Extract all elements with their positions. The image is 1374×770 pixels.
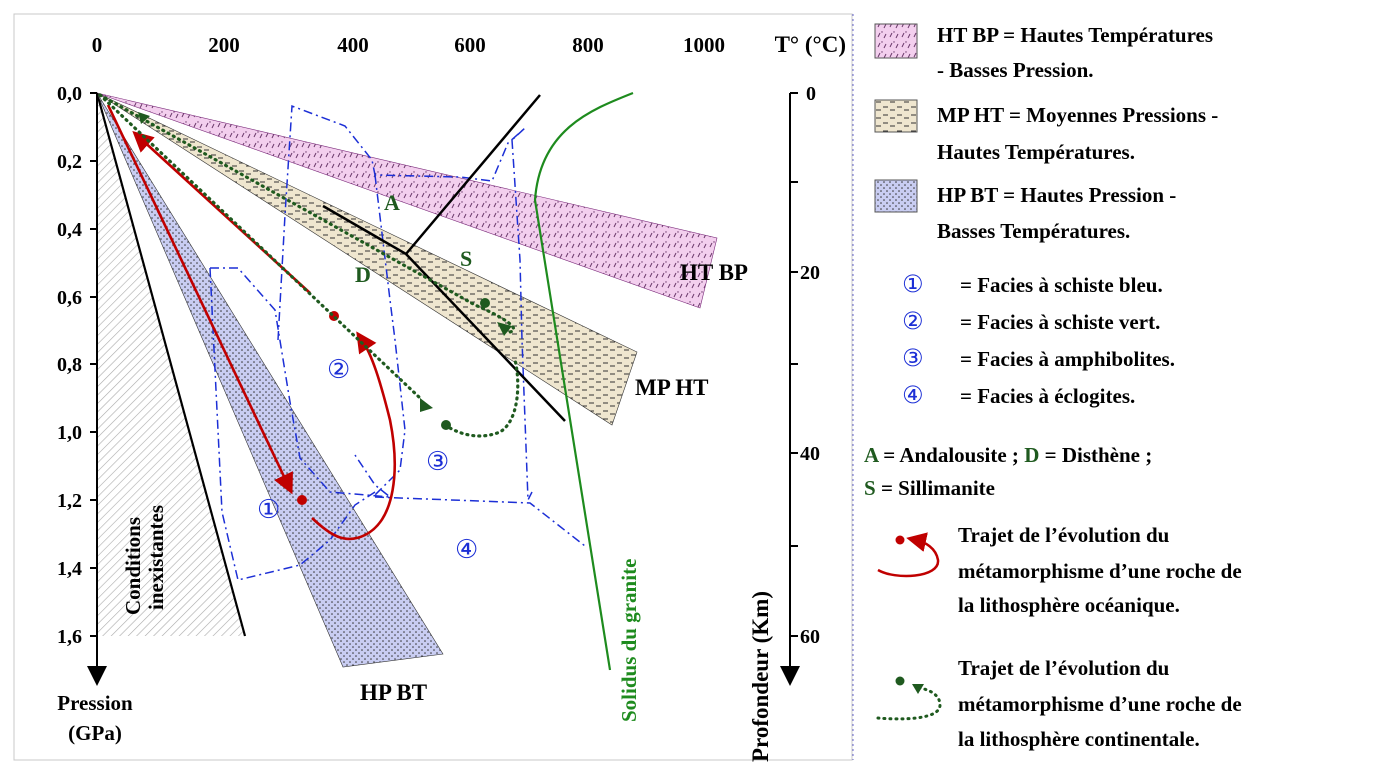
depth-tick: 0 xyxy=(806,83,816,105)
legend-ht-bp-line2: - Basses Pression. xyxy=(937,58,1094,82)
ht-bp-band xyxy=(96,92,718,309)
temperature-tick: 0 xyxy=(92,33,103,57)
legend-minerals-line2: S = Sillimanite xyxy=(864,476,995,500)
legend-oceanic-symbol xyxy=(877,532,940,578)
legend-continental-line2: métamorphisme d’une roche de xyxy=(958,692,1242,716)
depth-tick: 40 xyxy=(800,443,820,465)
facies-4-mark: ④ xyxy=(455,535,478,565)
temperature-tick: 1000 xyxy=(683,33,725,57)
legend-mineral-a-text: = Andalousite ; xyxy=(878,443,1024,467)
pressure-tick: 1,0 xyxy=(57,422,82,444)
no-conditions-boundary xyxy=(95,92,247,637)
mp-ht-label: MP HT xyxy=(635,375,708,400)
legend-facies-2-mark: ② xyxy=(902,307,924,335)
pressure-label-line2: (GPa) xyxy=(68,721,122,745)
temperature-tick: 600 xyxy=(454,33,486,57)
facies-boundaries xyxy=(209,104,586,581)
legend-mp-ht-line1: MP HT = Moyennes Pressions - xyxy=(937,103,1218,127)
legend-mineral-a-letter: A xyxy=(864,443,880,467)
continental-arrowhead-2 xyxy=(497,322,512,336)
aluminosilicate-lines xyxy=(322,94,566,422)
depth-label: Profondeur (Km) xyxy=(748,591,773,762)
pressure-tick: 0,0 xyxy=(57,83,82,105)
facies-2-mark: ② xyxy=(327,355,350,385)
pressure-tick: 0,8 xyxy=(57,354,82,376)
legend-hp-bt-line1: HP BT = Hautes Pression - xyxy=(937,183,1176,207)
pressure-tick: 1,6 xyxy=(57,626,82,648)
disthene-letter: D xyxy=(355,262,371,287)
legend-mp-ht-line2: Hautes Températures. xyxy=(937,140,1135,164)
legend: HT BP = Hautes Températures - Basses Pre… xyxy=(864,23,1242,751)
pressure-tick: 1,2 xyxy=(57,490,82,512)
continental-arrowhead-3 xyxy=(420,398,433,412)
legend-oceanic-line3: la lithosphère océanique. xyxy=(958,593,1180,617)
conditions-label-line2: inexistantes xyxy=(144,505,168,610)
temperature-unit: T° (°C) xyxy=(775,32,846,57)
legend-continental-symbol xyxy=(876,676,942,721)
pressure-tick: 1,4 xyxy=(57,558,82,580)
continental-arrowhead-1 xyxy=(138,112,150,124)
pressure-tick: 0,2 xyxy=(57,151,82,173)
legend-oceanic-line2: métamorphisme d’une roche de xyxy=(958,559,1242,583)
solidus-curve xyxy=(533,91,634,671)
conditions-label-line1: Conditions xyxy=(121,517,145,615)
legend-mineral-s-letter: S xyxy=(864,476,876,500)
oceanic-end-dot xyxy=(297,495,307,505)
legend-facies-3-mark: ③ xyxy=(902,344,924,372)
temperature-tick: 200 xyxy=(208,33,240,57)
legend-facies-2-text: = Facies à schiste vert. xyxy=(960,310,1160,334)
legend-minerals-line1: A = Andalousite ; D = Disthène ; xyxy=(864,443,1152,467)
legend-continental-line1: Trajet de l’évolution du xyxy=(958,656,1170,680)
legend-mineral-s-text: = Sillimanite xyxy=(876,476,995,500)
temperature-axis: 0 200 400 600 800 1000 T° (°C) xyxy=(92,32,846,57)
sillimanite-letter: S xyxy=(460,246,472,271)
continental-dot-1 xyxy=(480,298,490,308)
legend-facies-4-text: = Facies à éclogites. xyxy=(960,384,1135,408)
pressure-label-line1: Pression xyxy=(57,691,133,715)
temperature-tick: 400 xyxy=(337,33,369,57)
legend-swatch-mp-ht xyxy=(874,99,918,133)
oceanic-path xyxy=(106,104,396,541)
legend-swatch-hp-bt xyxy=(874,179,918,213)
andalousite-letter: A xyxy=(384,190,400,215)
legend-mineral-d-text: = Disthène ; xyxy=(1039,443,1152,467)
facies-3-mark: ③ xyxy=(426,447,449,477)
pressure-tick: 0,6 xyxy=(57,287,82,309)
continental-dot-2 xyxy=(441,420,451,430)
ht-bp-label: HT BP xyxy=(680,260,748,285)
depth-tick: 60 xyxy=(800,626,820,648)
depth-tick: 20 xyxy=(800,262,820,284)
legend-ht-bp-line1: HT BP = Hautes Températures xyxy=(937,23,1213,47)
depth-ticks: 0 20 40 60 xyxy=(790,83,820,648)
legend-hp-bt-line2: Basses Températures. xyxy=(937,219,1130,243)
legend-swatch-ht-bp xyxy=(874,23,918,59)
pressure-tick: 0,4 xyxy=(57,219,82,241)
solidus-label: Solidus du granite xyxy=(617,559,641,722)
legend-facies-3-text: = Facies à amphibolites. xyxy=(960,347,1175,371)
legend-mineral-d-letter: D xyxy=(1024,443,1039,467)
legend-facies-4-mark: ④ xyxy=(902,381,924,409)
diagram-frame xyxy=(13,13,853,761)
continental-path xyxy=(98,93,520,438)
pressure-ticks: 0,0 0,2 0,4 0,6 0,8 1,0 1,2 1,4 1,6 xyxy=(57,83,97,648)
legend-facies-1-mark: ① xyxy=(902,270,924,298)
legend-facies-1-text: = Facies à schiste bleu. xyxy=(960,273,1163,297)
facies-1-mark: ① xyxy=(257,495,280,525)
temperature-tick: 800 xyxy=(572,33,604,57)
legend-oceanic-line1: Trajet de l’évolution du xyxy=(958,523,1170,547)
legend-continental-line3: la lithosphère continentale. xyxy=(958,727,1200,751)
hp-bt-label: HP BT xyxy=(360,680,427,705)
mp-ht-band xyxy=(96,92,638,426)
hp-bt-band xyxy=(96,92,444,668)
